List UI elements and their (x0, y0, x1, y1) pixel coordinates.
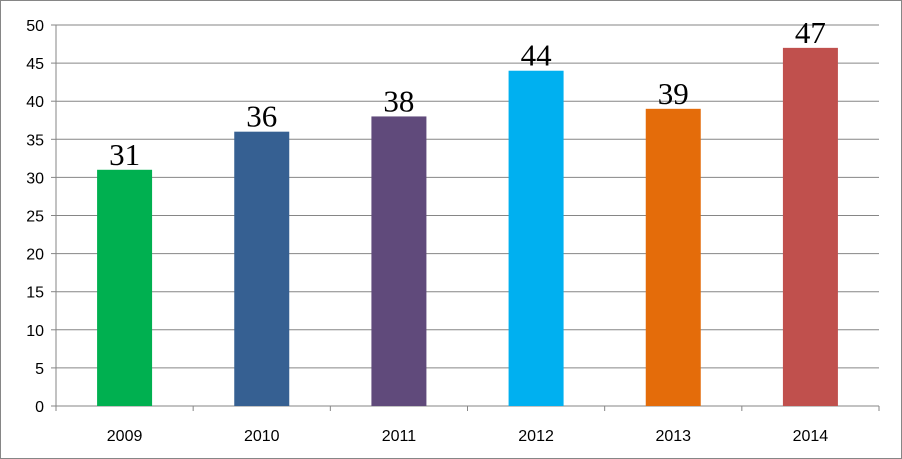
y-tick-label: 5 (35, 361, 44, 378)
x-tick-label-2010: 2010 (244, 428, 280, 445)
data-label-2010: 36 (246, 99, 277, 134)
y-tick-label: 0 (35, 399, 44, 416)
bar-2012 (509, 71, 564, 406)
y-tick-label: 15 (26, 285, 44, 302)
y-tick-label: 35 (26, 132, 44, 149)
axes (51, 25, 879, 411)
x-tick-label-2009: 2009 (107, 428, 143, 445)
x-axis-tick-labels: 2009 2010 2011 2012 2013 2014 (107, 428, 829, 445)
bar-2009 (97, 170, 152, 406)
bar-2011 (371, 116, 426, 406)
x-tick-label-2011: 2011 (382, 428, 417, 445)
y-axis-tick-labels: 0 5 10 15 20 25 30 35 40 45 50 (26, 18, 44, 416)
y-tick-label: 30 (26, 170, 44, 187)
y-tick-label: 40 (26, 94, 44, 111)
bar-2014 (783, 48, 838, 406)
gridlines (56, 25, 879, 368)
y-tick-label: 50 (26, 18, 44, 35)
y-tick-label: 10 (26, 323, 44, 340)
y-tick-label: 25 (26, 209, 44, 226)
data-labels: 31 36 38 44 39 47 (109, 15, 826, 172)
bar-2013 (646, 109, 701, 406)
data-label-2012: 44 (521, 38, 553, 73)
x-tick-label-2013: 2013 (655, 428, 691, 445)
bar-2010 (234, 132, 289, 406)
data-label-2013: 39 (658, 76, 689, 111)
data-label-2009: 31 (109, 137, 140, 172)
y-tick-label: 20 (26, 247, 44, 264)
y-tick-label: 45 (26, 56, 44, 73)
x-tick-label-2014: 2014 (793, 428, 829, 445)
x-tick-label-2012: 2012 (518, 428, 554, 445)
data-label-2014: 47 (795, 15, 826, 50)
data-label-2011: 38 (383, 83, 414, 118)
